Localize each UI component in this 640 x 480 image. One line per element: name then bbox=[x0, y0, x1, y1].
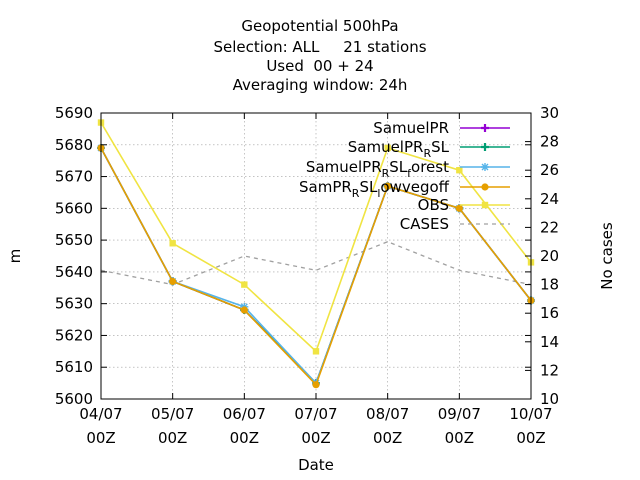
legend-label: CASES bbox=[400, 215, 449, 233]
legend-label-part: R bbox=[382, 167, 390, 180]
legend-label: SamuelPR bbox=[373, 119, 449, 137]
data-point bbox=[241, 281, 248, 288]
legend-label-part: SamPR bbox=[299, 178, 352, 196]
y2-tick-label: 10 bbox=[540, 390, 559, 408]
chart-title: Geopotential 500hPa Selection: ALL 21 st… bbox=[213, 17, 426, 94]
y2-tick-label: 24 bbox=[540, 190, 559, 208]
legend-label-part: SL bbox=[389, 158, 408, 176]
legend-label-part: SL bbox=[359, 178, 378, 196]
data-point bbox=[169, 277, 177, 286]
x-tick-label-date: 10/07 bbox=[509, 405, 552, 423]
legend-entry: SamuelPR bbox=[373, 119, 510, 137]
data-point bbox=[312, 381, 320, 389]
y2-tick-label: 30 bbox=[540, 104, 559, 122]
x-tick-label-date: 08/07 bbox=[366, 405, 409, 423]
data-point bbox=[240, 306, 248, 314]
y2-axis-ticks: 10 12 14 16 18 20 22 24 26 28 30 bbox=[525, 104, 559, 408]
legend-marker bbox=[481, 143, 489, 151]
legend-entry: SamuelPRRSLforest bbox=[306, 158, 510, 180]
x-axis-ticks: 04/07 00Z 05/07 00Z 06/07 00Z 07/07 00Z 08/07 00Z… bbox=[79, 113, 553, 447]
legend-label-part: SamuelPR bbox=[373, 119, 449, 137]
y-tick-label: 5670 bbox=[55, 168, 93, 186]
title-line-1: Geopotential 500hPa bbox=[241, 17, 398, 35]
x-tick-label-time: 00Z bbox=[86, 429, 115, 447]
y-tick-label: 5650 bbox=[55, 231, 93, 249]
legend-entry: CASES bbox=[400, 215, 510, 233]
legend-label-part: owvegoff bbox=[380, 178, 449, 196]
legend-entry: OBS bbox=[418, 196, 510, 214]
data-point bbox=[456, 167, 463, 174]
legend-label: OBS bbox=[418, 196, 449, 214]
title-line-2: Selection: ALL 21 stations bbox=[213, 38, 426, 56]
x-tick-label-date: 06/07 bbox=[223, 405, 266, 423]
data-point bbox=[312, 348, 320, 355]
x-tick-label-date: 05/07 bbox=[151, 405, 194, 423]
x-tick-label-time: 00Z bbox=[230, 429, 259, 447]
y2-tick-label: 26 bbox=[540, 161, 559, 179]
data-point bbox=[169, 240, 176, 247]
legend-label: SamuelPRRSLforest bbox=[306, 158, 449, 180]
legend-label-part: CASES bbox=[400, 215, 449, 233]
y-axis-label: m bbox=[6, 249, 24, 264]
x-tick-label-time: 00Z bbox=[373, 429, 402, 447]
legend-marker bbox=[481, 183, 489, 191]
legend-entry: SamPRRSLlowvegoff bbox=[299, 178, 510, 200]
legend-label-part: SamuelPR bbox=[306, 158, 382, 176]
legend-entry: SamuelPRRSL bbox=[348, 138, 510, 160]
y2-tick-label: 16 bbox=[540, 304, 559, 322]
title-line-3: Used 00 + 24 bbox=[266, 57, 373, 75]
y2-tick-label: 20 bbox=[540, 247, 559, 265]
y2-tick-label: 28 bbox=[540, 133, 559, 151]
legend-marker bbox=[481, 201, 489, 209]
data-point bbox=[384, 144, 391, 152]
plot-frame bbox=[100, 112, 532, 400]
legend-label-part: R bbox=[352, 187, 360, 200]
series-4 bbox=[97, 119, 535, 355]
y-tick-label: 5680 bbox=[55, 136, 93, 154]
x-tick-label-date: 09/07 bbox=[438, 405, 481, 423]
legend-label-part: SamuelPR bbox=[348, 138, 424, 156]
grid-lines bbox=[101, 113, 531, 399]
series-3 bbox=[97, 144, 535, 389]
y2-tick-label: 14 bbox=[540, 333, 559, 351]
legend: SamuelPRSamuelPRRSLSamuelPRRSLforestSamP… bbox=[299, 119, 510, 233]
legend-label-part: l bbox=[377, 187, 380, 200]
y2-axis-label: No cases bbox=[598, 222, 616, 290]
legend-marker bbox=[481, 124, 489, 132]
data-point bbox=[384, 182, 392, 190]
x-tick-label-date: 04/07 bbox=[79, 405, 122, 423]
y-tick-label: 5660 bbox=[55, 199, 93, 217]
legend-label-part: orest bbox=[411, 158, 449, 176]
x-axis-label: Date bbox=[298, 456, 334, 474]
x-tick-label-time: 00Z bbox=[158, 429, 187, 447]
x-tick-label-time: 00Z bbox=[516, 429, 545, 447]
legend-label: SamPRRSLlowvegoff bbox=[299, 178, 450, 200]
x-tick-label-date: 07/07 bbox=[294, 405, 337, 423]
legend-label-part: f bbox=[407, 167, 412, 180]
plot-series bbox=[97, 119, 535, 389]
y-axis-ticks: 5600 5610 5620 5630 5640 5650 5660 5670 5680 5690 bbox=[55, 104, 531, 408]
data-point bbox=[455, 204, 463, 212]
legend-label-part: OBS bbox=[418, 196, 449, 214]
legend-label-part: R bbox=[423, 147, 431, 160]
title-line-4: Averaging window: 24h bbox=[233, 76, 408, 94]
legend-label: SamuelPRRSL bbox=[348, 138, 450, 160]
y-tick-label: 5610 bbox=[55, 358, 93, 376]
x-tick-label-time: 00Z bbox=[445, 429, 474, 447]
y-tick-label: 5630 bbox=[55, 295, 93, 313]
y-tick-label: 5600 bbox=[55, 390, 93, 408]
y2-tick-label: 12 bbox=[540, 361, 559, 379]
y-tick-label: 5640 bbox=[55, 263, 93, 281]
legend-label-part: SL bbox=[431, 138, 450, 156]
y2-tick-label: 18 bbox=[540, 276, 559, 294]
y2-tick-label: 22 bbox=[540, 218, 559, 236]
y-tick-label: 5620 bbox=[55, 326, 93, 344]
x-tick-label-time: 00Z bbox=[301, 429, 330, 447]
y-tick-label: 5690 bbox=[55, 104, 93, 122]
legend-marker bbox=[481, 163, 489, 171]
